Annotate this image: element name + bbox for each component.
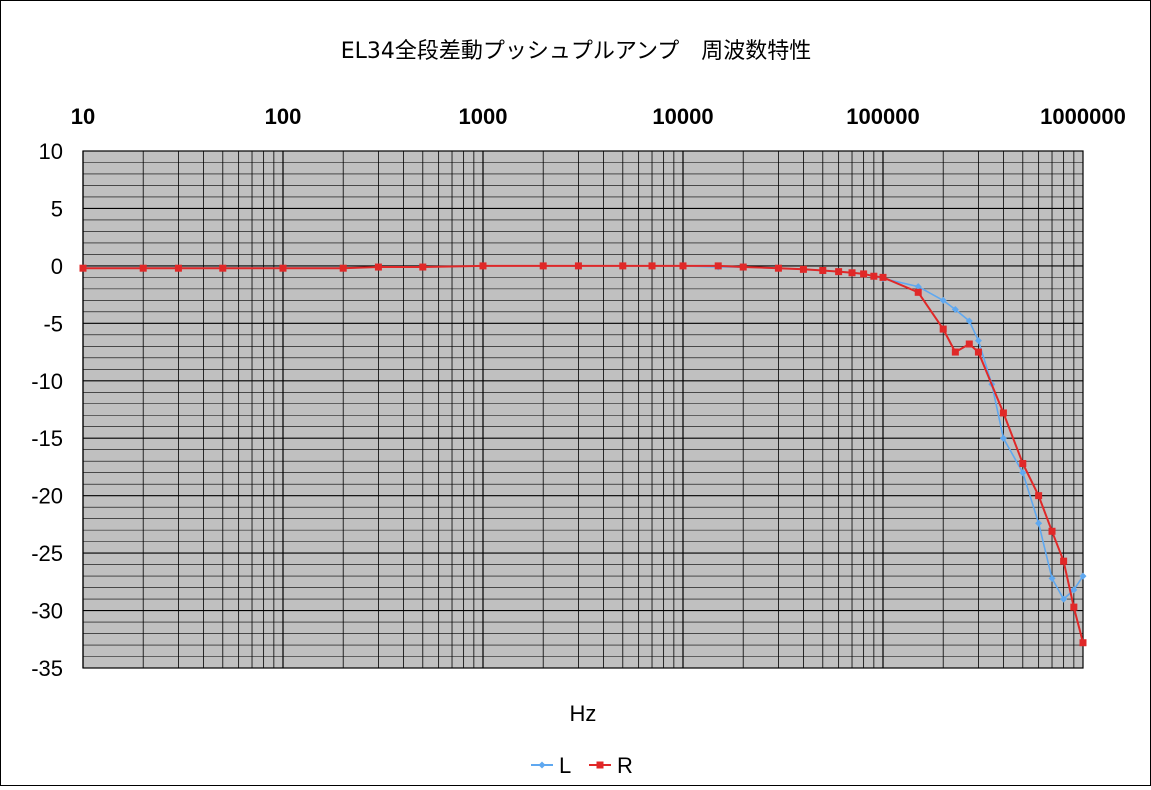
data-point-r — [1079, 639, 1087, 647]
data-point-l — [1079, 572, 1087, 580]
data-point-r — [714, 262, 722, 270]
x-tick-label: 10000 — [652, 104, 713, 129]
data-point-r — [914, 288, 922, 296]
data-point-r — [479, 262, 487, 270]
data-point-r — [1070, 603, 1078, 611]
data-point-r — [965, 340, 973, 348]
data-point-r — [879, 273, 887, 281]
x-tick-label: 1000000 — [1040, 104, 1126, 129]
series-r — [79, 262, 1087, 647]
y-tick-label: -25 — [31, 541, 63, 566]
y-tick-label: -10 — [31, 369, 63, 394]
y-tick-label: -15 — [31, 426, 63, 451]
data-point-r — [419, 263, 427, 271]
data-point-l — [1019, 469, 1027, 477]
data-point-r — [951, 348, 959, 356]
data-point-r — [679, 262, 687, 270]
data-point-r — [860, 270, 868, 278]
y-tick-label: -20 — [31, 484, 63, 509]
data-point-r — [774, 264, 782, 272]
plot-area — [83, 151, 1083, 668]
data-point-r — [339, 264, 347, 272]
data-point-r — [870, 272, 878, 280]
legend-item-r: R — [589, 753, 633, 778]
data-point-l — [914, 283, 922, 291]
data-point-r — [574, 262, 582, 270]
data-point-r — [1048, 527, 1056, 535]
legend-swatch-marker — [596, 761, 604, 769]
y-tick-label: -35 — [31, 656, 63, 681]
chart-title: EL34全段差動プッシュプルアンプ 周波数特性 — [341, 39, 812, 64]
data-point-r — [835, 268, 843, 276]
legend-label: R — [617, 753, 633, 778]
data-point-r — [648, 262, 656, 270]
data-point-r — [174, 264, 182, 272]
y-tick-label: 5 — [51, 196, 63, 221]
x-tick-label: 1000 — [459, 104, 508, 129]
data-point-r — [219, 264, 227, 272]
legend: L R — [531, 753, 633, 778]
legend-item-l: L — [531, 753, 571, 778]
legend-label: L — [559, 753, 571, 778]
data-point-l — [1060, 595, 1068, 603]
y-tick-label: -30 — [31, 599, 63, 624]
data-point-r — [974, 348, 982, 356]
data-point-r — [1035, 492, 1043, 500]
data-point-l — [951, 306, 959, 314]
y-tick-label: 0 — [51, 254, 63, 279]
data-point-r — [1019, 459, 1027, 467]
data-point-r — [374, 263, 382, 271]
x-axis-label: Hz — [570, 701, 597, 726]
data-point-r — [739, 263, 747, 271]
data-point-r — [139, 264, 147, 272]
data-point-l — [1035, 519, 1043, 527]
y-tick-label: 10 — [39, 139, 63, 164]
y-tick-label: -5 — [43, 311, 63, 336]
x-tick-label: 100 — [265, 104, 302, 129]
x-tick-label: 10 — [71, 104, 95, 129]
series-line-r — [83, 264, 1084, 643]
legend-swatch-marker — [538, 761, 546, 769]
data-point-r — [799, 265, 807, 273]
plot-border — [82, 150, 1084, 669]
data-point-l — [939, 296, 947, 304]
grid-lines — [82, 150, 1084, 669]
data-point-l — [1048, 574, 1056, 582]
x-tick-labels: 10 100 1000 10000 100000 1000000 — [71, 104, 1126, 129]
data-point-r — [999, 409, 1007, 417]
data-point-r — [939, 325, 947, 333]
data-point-r — [619, 262, 627, 270]
data-point-l — [1070, 586, 1078, 594]
data-point-r — [1060, 557, 1068, 565]
series-layer — [79, 262, 1087, 647]
data-point-r — [279, 264, 287, 272]
data-point-l — [974, 337, 982, 345]
data-point-l — [965, 317, 973, 325]
data-point-r — [848, 269, 856, 277]
data-point-r — [819, 266, 827, 274]
data-point-r — [79, 264, 87, 272]
x-tick-label: 100000 — [846, 104, 919, 129]
data-point-r — [539, 262, 547, 270]
data-point-l — [999, 434, 1007, 442]
y-tick-labels: 10 5 0 -5 -10 -15 -20 -25 -30 -35 — [31, 139, 63, 681]
